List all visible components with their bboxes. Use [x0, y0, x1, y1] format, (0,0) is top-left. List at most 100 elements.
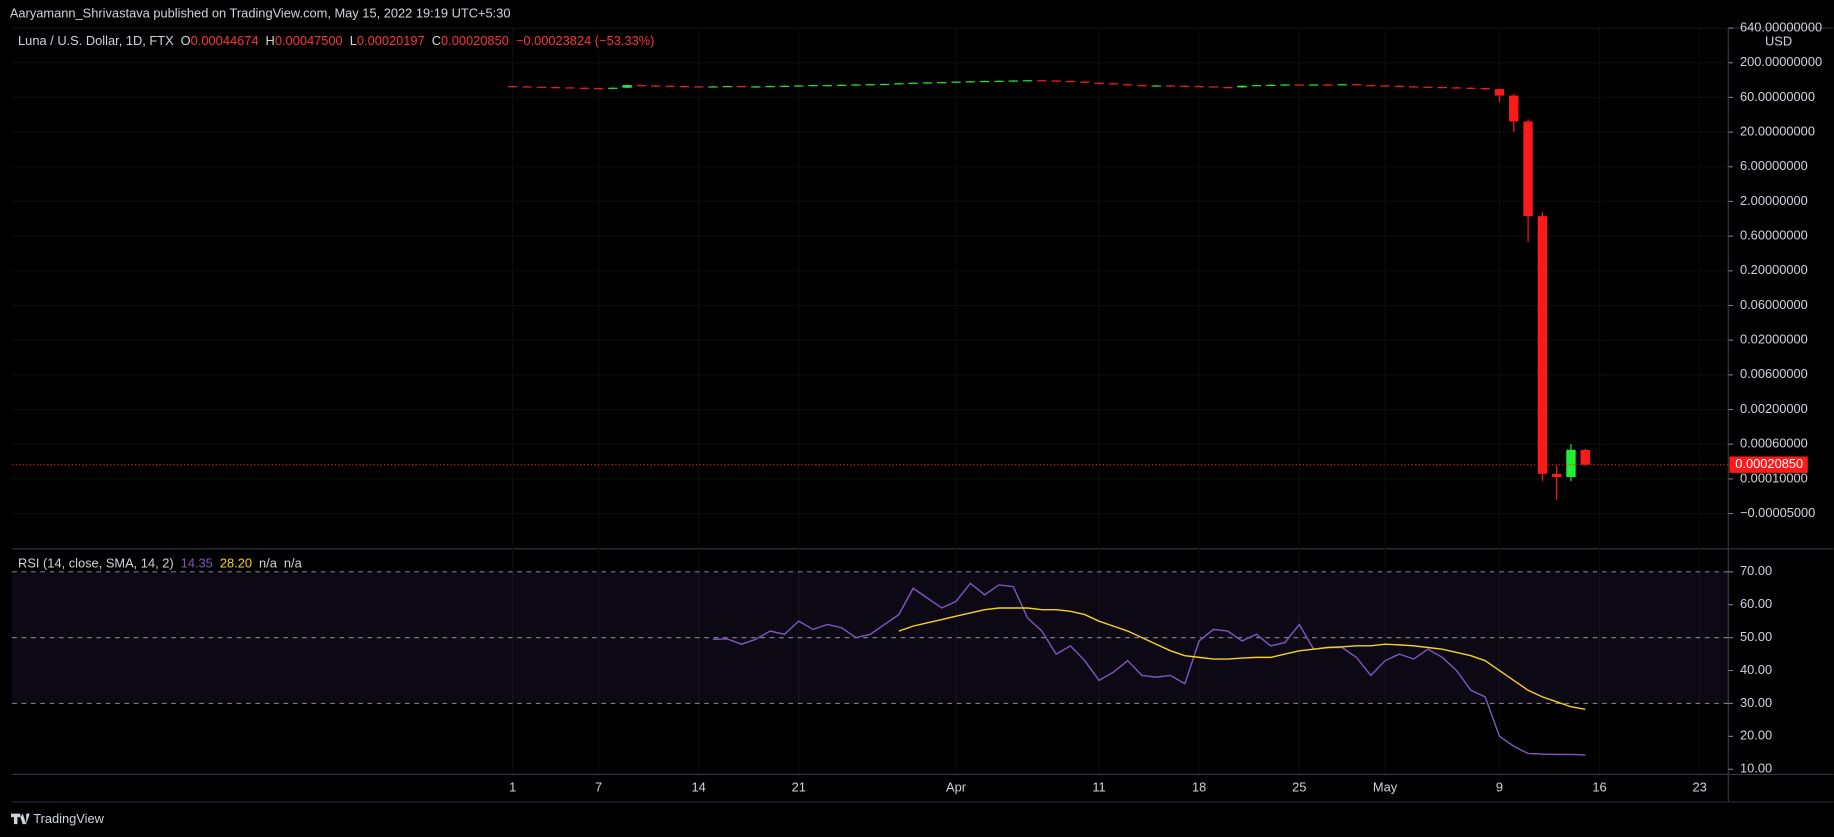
rsi-line [712, 582, 1586, 756]
candle-body [1022, 80, 1033, 82]
candle-body [1551, 473, 1562, 478]
candle-body [1308, 84, 1319, 86]
candle-body [651, 85, 661, 87]
x-tick-label: 18 [1192, 779, 1206, 794]
candle-body [522, 86, 532, 88]
legend-value: 0.00020850 [441, 33, 509, 48]
legend-change: −0.00023824 (−53.33%) [516, 33, 655, 48]
legend-key: H [266, 33, 275, 48]
legend-key: C [432, 33, 441, 48]
publisher-line: Aaryamann_Shrivastava published on Tradi… [10, 5, 511, 20]
symbol: Luna / U.S. Dollar, 1D, FTX [18, 33, 174, 48]
candle-body [1151, 85, 1161, 87]
candle-body [722, 86, 732, 88]
candle-body [1566, 449, 1576, 478]
x-tick-label: 25 [1292, 779, 1306, 794]
x-tick-label: 9 [1496, 779, 1503, 794]
y-tick-label: −0.00005000 [1740, 505, 1815, 520]
rsi-legend: RSI (14, close, SMA, 14, 2) 14.35 28.20 n/a… [18, 556, 303, 571]
brand-name: TradingView [33, 811, 104, 826]
candle-body [1323, 84, 1333, 86]
legend-value: 14.35 [181, 556, 213, 571]
legend-value: 28.20 [220, 556, 252, 571]
y-tick-label: 200.00000000 [1740, 54, 1822, 69]
candle-body [951, 81, 961, 83]
candle-body [665, 85, 675, 87]
candle-body [822, 85, 833, 87]
candle-body [1466, 87, 1476, 89]
candle-body [1537, 216, 1548, 474]
legend-value: 0.00020197 [357, 33, 425, 48]
candle-body [1380, 85, 1390, 87]
candle-body [1509, 95, 1519, 122]
y-tick-label: 6.00000000 [1740, 158, 1808, 173]
y-tick-label: 0.06000000 [1740, 297, 1808, 312]
candle-body [622, 85, 632, 88]
y-tick-label: 50.00 [1740, 629, 1772, 644]
candle-body [550, 87, 561, 89]
candle-body [994, 80, 1004, 82]
candle-body [508, 86, 518, 88]
x-tick-label: 7 [595, 779, 602, 794]
candle-body [794, 85, 804, 87]
x-tick-label: 11 [1092, 779, 1105, 794]
candle-body [1065, 81, 1076, 83]
candle-body [894, 83, 904, 85]
candle-body [1180, 85, 1190, 87]
y-tick-label: 70.00 [1740, 563, 1772, 578]
candle-body [1366, 85, 1376, 87]
legend-key: L [350, 33, 357, 48]
candle-body [636, 85, 647, 87]
price-tag [1729, 456, 1808, 473]
candle-body [565, 87, 575, 89]
candle-body [836, 84, 847, 86]
y-tick-label: 20.00000000 [1740, 123, 1815, 138]
candle-body [1037, 80, 1047, 82]
currency: USD [1765, 33, 1792, 48]
candle-body [536, 86, 547, 88]
candle-body [1223, 87, 1233, 89]
candle-body [808, 85, 818, 87]
candle-body [679, 86, 690, 88]
candle-body [1437, 87, 1447, 89]
candle-body [608, 87, 618, 89]
candle-body [1351, 84, 1362, 86]
candle-body [1080, 81, 1090, 83]
x-tick-label: 14 [691, 779, 705, 794]
legend-value: n/a [284, 556, 303, 571]
candle-body [736, 86, 747, 88]
candle-body [965, 81, 976, 83]
legend-key: O [181, 33, 191, 48]
y-tick-label: 60.00 [1740, 596, 1772, 611]
candle-body [1122, 84, 1133, 86]
y-tick-label: 2.00000000 [1740, 193, 1808, 208]
legend-value: 0.00047500 [275, 33, 343, 48]
price-tag-label: 0.00020850 [1735, 456, 1803, 471]
candle-body [579, 87, 589, 89]
candle-body [751, 86, 761, 88]
candle-body [1165, 85, 1176, 87]
candle-body [1523, 121, 1533, 217]
candle-body [1408, 86, 1419, 88]
candle-body [708, 86, 718, 88]
x-tick-label: 21 [792, 779, 806, 794]
y-tick-label: 0.00600000 [1740, 366, 1808, 381]
candle-body [1451, 87, 1462, 89]
candle-body [1337, 84, 1347, 86]
candle-body [922, 82, 933, 84]
candle-body [851, 84, 861, 86]
candle-body [1294, 84, 1304, 86]
x-tick-label: 16 [1592, 779, 1606, 794]
candle-body [1051, 80, 1061, 82]
candle-body [1394, 85, 1405, 87]
y-tick-label: 0.00200000 [1740, 401, 1808, 416]
candle-body [1423, 86, 1433, 88]
candle-body [879, 83, 890, 86]
plot-layer: 1 7 14 21 Apr 11 18 25 May 9 16 23 640.00000000 200.0… [12, 19, 1822, 794]
candle-body [1194, 86, 1204, 88]
candle-body [1008, 80, 1018, 82]
candle-body [765, 86, 775, 88]
legend-value: 0.00044674 [191, 33, 259, 48]
